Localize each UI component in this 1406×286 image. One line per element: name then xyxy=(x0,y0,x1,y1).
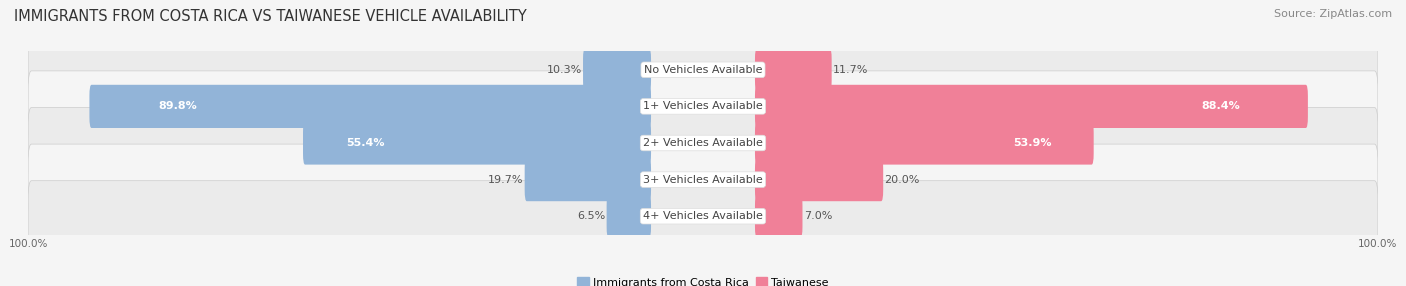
Text: 88.4%: 88.4% xyxy=(1201,102,1240,111)
FancyBboxPatch shape xyxy=(755,85,1308,128)
FancyBboxPatch shape xyxy=(28,181,1378,252)
Text: 2+ Vehicles Available: 2+ Vehicles Available xyxy=(643,138,763,148)
FancyBboxPatch shape xyxy=(90,85,651,128)
Text: 19.7%: 19.7% xyxy=(488,175,523,184)
FancyBboxPatch shape xyxy=(606,194,651,238)
Text: 11.7%: 11.7% xyxy=(832,65,869,75)
Text: 1+ Vehicles Available: 1+ Vehicles Available xyxy=(643,102,763,111)
Text: 55.4%: 55.4% xyxy=(346,138,385,148)
Text: 6.5%: 6.5% xyxy=(576,211,605,221)
FancyBboxPatch shape xyxy=(28,144,1378,215)
Text: 89.8%: 89.8% xyxy=(159,102,197,111)
FancyBboxPatch shape xyxy=(304,121,651,165)
Text: Source: ZipAtlas.com: Source: ZipAtlas.com xyxy=(1274,9,1392,19)
FancyBboxPatch shape xyxy=(28,108,1378,178)
Text: 53.9%: 53.9% xyxy=(1012,138,1052,148)
Text: 10.3%: 10.3% xyxy=(547,65,582,75)
Text: 20.0%: 20.0% xyxy=(884,175,920,184)
FancyBboxPatch shape xyxy=(583,48,651,92)
FancyBboxPatch shape xyxy=(755,194,803,238)
FancyBboxPatch shape xyxy=(28,34,1378,105)
Text: 4+ Vehicles Available: 4+ Vehicles Available xyxy=(643,211,763,221)
FancyBboxPatch shape xyxy=(524,158,651,201)
FancyBboxPatch shape xyxy=(755,121,1094,165)
FancyBboxPatch shape xyxy=(28,71,1378,142)
Legend: Immigrants from Costa Rica, Taiwanese: Immigrants from Costa Rica, Taiwanese xyxy=(578,277,828,286)
Text: No Vehicles Available: No Vehicles Available xyxy=(644,65,762,75)
Text: 7.0%: 7.0% xyxy=(804,211,832,221)
Text: 3+ Vehicles Available: 3+ Vehicles Available xyxy=(643,175,763,184)
FancyBboxPatch shape xyxy=(755,48,832,92)
FancyBboxPatch shape xyxy=(755,158,883,201)
Text: IMMIGRANTS FROM COSTA RICA VS TAIWANESE VEHICLE AVAILABILITY: IMMIGRANTS FROM COSTA RICA VS TAIWANESE … xyxy=(14,9,527,23)
